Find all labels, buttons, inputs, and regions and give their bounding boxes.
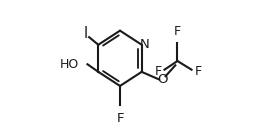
- Text: HO: HO: [59, 58, 79, 71]
- Text: F: F: [195, 65, 202, 78]
- Text: N: N: [140, 38, 149, 51]
- Text: I: I: [83, 26, 87, 41]
- Text: F: F: [174, 25, 181, 38]
- Text: F: F: [116, 112, 124, 125]
- Text: F: F: [155, 65, 162, 78]
- Text: O: O: [157, 73, 168, 86]
